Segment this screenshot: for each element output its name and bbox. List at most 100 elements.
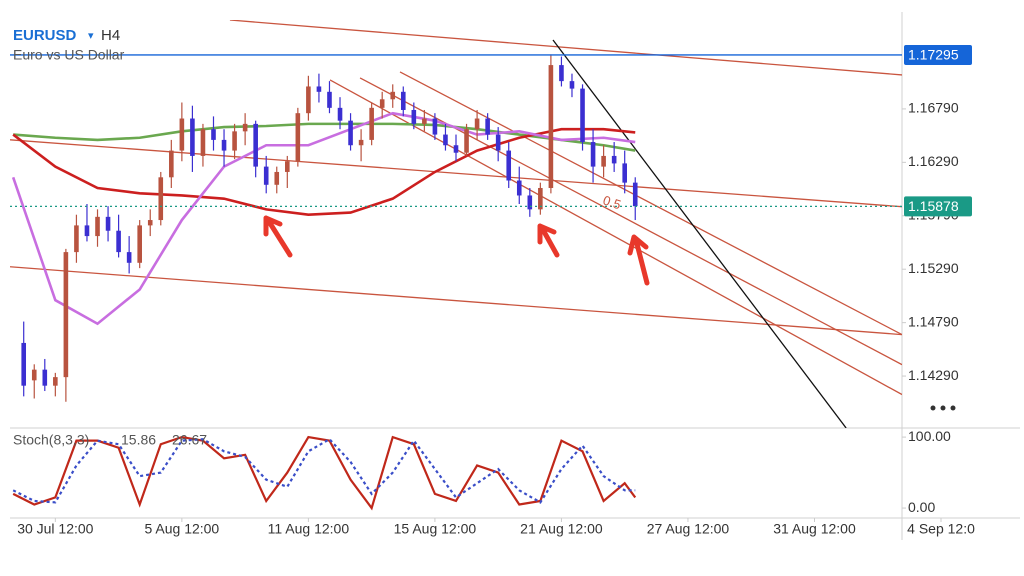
candle-body <box>464 129 469 153</box>
candle-body <box>200 129 206 156</box>
candle-body <box>443 134 448 146</box>
main-plot <box>10 20 902 428</box>
candle-body <box>126 252 132 263</box>
candle-body <box>432 118 438 135</box>
candle-body <box>21 342 27 386</box>
candle-body <box>400 91 406 110</box>
candle-body <box>369 107 374 140</box>
candle-body <box>559 65 564 82</box>
x-tick-label: 11 Aug 12:00 <box>268 521 350 537</box>
y-tick-label: 1.16790 <box>908 100 959 116</box>
arrow <box>537 223 560 258</box>
arrow <box>263 215 293 258</box>
trendline <box>229 20 902 76</box>
candle-body <box>84 225 90 237</box>
candle-body <box>274 171 280 185</box>
y-tick-label: 0.00 <box>908 499 935 515</box>
moving-average <box>13 122 636 152</box>
y-tick-label: 1.15290 <box>908 260 959 276</box>
candle-body <box>485 118 490 135</box>
menu-dot[interactable] <box>950 405 956 411</box>
x-tick-label: 5 Aug 12:00 <box>144 521 219 537</box>
price-tag <box>904 44 972 65</box>
candle-body <box>42 369 48 386</box>
candle-body <box>295 113 301 162</box>
candle-body <box>506 150 512 181</box>
candle-body <box>601 155 606 167</box>
candle-body <box>169 150 174 178</box>
stoch-k-value: 15.86 <box>121 432 156 448</box>
moving-average <box>11 111 636 326</box>
moving-average <box>12 127 636 217</box>
candle-body <box>474 118 480 130</box>
candle-body <box>221 139 227 151</box>
trendline <box>10 139 902 208</box>
y-tick-label: 1.14290 <box>908 367 959 383</box>
y-tick-label: 1.14790 <box>908 313 959 329</box>
candle-body <box>453 145 459 153</box>
x-tick-label: 30 Jul 12:00 <box>17 521 93 537</box>
stoch-line <box>12 437 636 504</box>
candle-body <box>116 230 121 253</box>
trendline <box>399 71 902 336</box>
candle-body <box>327 91 332 108</box>
price-tag-label: 1.17295 <box>908 47 959 63</box>
candle-body <box>379 99 385 108</box>
x-tick-label: 15 Aug 12:00 <box>394 521 477 537</box>
stoch-plot <box>12 435 637 511</box>
stoch-label: Stoch(8,3,3) <box>13 432 89 448</box>
x-tick-label: 21 Aug 12:00 <box>520 521 603 537</box>
candle-body <box>53 377 58 386</box>
candle-body <box>147 220 153 226</box>
x-tick-label: 27 Aug 12:00 <box>647 521 730 537</box>
axes: 1.167901.162901.157901.152901.147901.142… <box>17 44 975 537</box>
menu-dot[interactable] <box>940 405 946 411</box>
candle-body <box>548 65 554 188</box>
candle-body <box>211 129 216 140</box>
timeframe[interactable]: H4 <box>101 27 120 44</box>
candle-body <box>31 369 37 381</box>
symbol[interactable]: EURUSD <box>13 27 77 44</box>
candle-body <box>590 142 596 167</box>
more-menu[interactable] <box>930 405 956 411</box>
candle-body <box>316 86 322 92</box>
candle-body <box>242 123 248 132</box>
x-tick-label: 4 Sep 12:0 <box>907 521 975 537</box>
candle-body <box>632 182 638 207</box>
stoch-d-value: 26.67 <box>172 432 207 448</box>
candle-body <box>179 118 185 151</box>
price-tag-label: 1.15878 <box>908 198 959 214</box>
candle-body <box>190 118 195 156</box>
candle-body <box>516 180 522 196</box>
candle-body <box>63 252 69 378</box>
candle-body <box>306 86 311 114</box>
x-tick-label: 31 Aug 12:00 <box>773 521 856 537</box>
trendline <box>329 79 902 396</box>
candle-body <box>74 225 79 253</box>
arrows <box>263 215 650 286</box>
candle-body <box>105 216 111 231</box>
menu-dot[interactable] <box>930 405 936 411</box>
candle-body <box>495 134 501 151</box>
trendline <box>552 39 847 428</box>
candle-body <box>137 225 142 263</box>
candle-body <box>253 123 258 167</box>
subtitle: Euro vs US Dollar <box>13 47 125 63</box>
candle-body <box>622 163 627 183</box>
fib-label: 0.5 <box>601 192 623 212</box>
candle-body <box>348 120 353 146</box>
candle-body <box>527 195 533 210</box>
candle-body <box>538 187 543 210</box>
candle-body <box>337 107 343 121</box>
y-tick-label: 100.00 <box>908 428 951 444</box>
candle-body <box>263 166 269 185</box>
candle-body <box>569 81 575 89</box>
candle-body <box>580 88 585 143</box>
symbol-menu[interactable]: ▾ <box>88 30 94 42</box>
candle-body <box>95 216 100 237</box>
candle-body <box>611 155 617 164</box>
trendline <box>10 266 902 336</box>
candle-body <box>390 91 396 100</box>
